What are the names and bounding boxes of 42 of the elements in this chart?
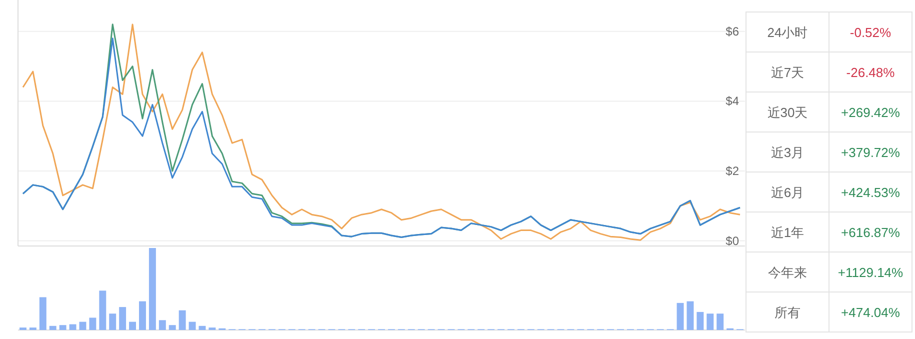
bar [676, 302, 684, 330]
bar [148, 248, 156, 330]
bar [69, 324, 76, 330]
category-label: 所有 [774, 305, 800, 320]
text: +379.72% [841, 145, 900, 160]
bar [79, 322, 86, 330]
text: -26.48% [846, 65, 895, 80]
bar [119, 307, 126, 330]
bar [198, 326, 206, 330]
category-label: 近6月 [770, 185, 804, 200]
bar [109, 314, 116, 330]
bar [158, 320, 166, 330]
bar [129, 322, 136, 330]
bar [89, 318, 96, 330]
y-tick-label: $4 [726, 94, 740, 108]
y-tick-label: $2 [726, 164, 740, 178]
y-tick-label: $6 [726, 24, 740, 38]
text: +616.87% [841, 225, 900, 240]
category-label: 近7天 [770, 65, 804, 80]
text: +424.53% [841, 185, 900, 200]
bar [99, 290, 106, 330]
category-label: 近30天 [767, 105, 808, 120]
category-label: 近1年 [770, 225, 804, 240]
text: -0.52% [850, 25, 892, 40]
bar [178, 310, 186, 330]
bar [686, 301, 694, 330]
bar [49, 326, 56, 330]
bar [716, 314, 724, 330]
category-label: 24小时 [767, 25, 808, 40]
category-label: 今年来 [768, 265, 807, 280]
bar [59, 325, 66, 330]
text: +474.04% [841, 305, 900, 320]
text: +1129.14% [838, 265, 904, 280]
y-tick-label: $0 [726, 234, 740, 248]
bar [696, 312, 704, 330]
bar [168, 325, 176, 330]
text: +269.42% [841, 105, 900, 120]
bar [188, 322, 196, 330]
bar [39, 297, 46, 330]
category-label: 近3月 [770, 145, 804, 160]
bar [706, 314, 714, 330]
bar [139, 301, 146, 330]
